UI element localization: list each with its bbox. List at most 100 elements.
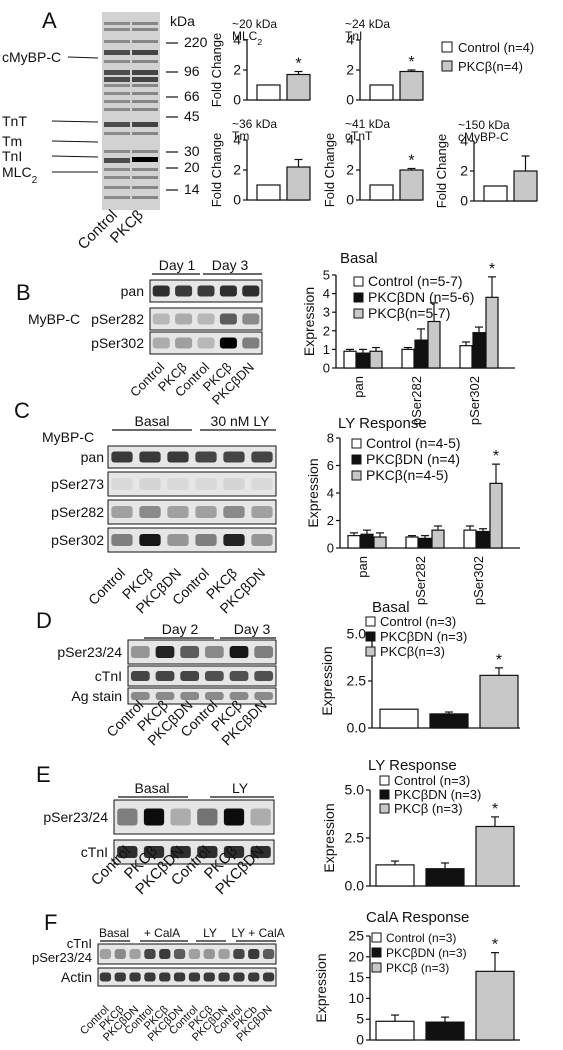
y-tick-label: 25 — [348, 928, 364, 944]
legend-swatch — [353, 308, 364, 319]
y-tick-label: 5.0 — [347, 626, 367, 642]
bar — [431, 529, 445, 549]
significance-star: * — [489, 261, 495, 278]
legend-swatch — [371, 932, 382, 943]
bar — [369, 350, 383, 369]
blot-band — [254, 646, 274, 658]
legend-label: Control (n=4) — [458, 40, 534, 55]
gel-band — [104, 122, 130, 127]
gel-band — [132, 122, 158, 127]
legend-swatch — [351, 438, 362, 449]
legend-swatch — [351, 454, 362, 465]
blot-band — [167, 534, 189, 546]
legend-label: PKCβDN (n=5-6) — [368, 289, 474, 305]
blot-band — [143, 808, 165, 826]
blot-band — [111, 451, 133, 463]
blot-band — [139, 451, 161, 463]
gel-band — [104, 84, 130, 87]
blot-band — [242, 313, 260, 325]
gel-marker-label: 220 — [184, 34, 208, 50]
y-tick-label: 2 — [346, 162, 354, 178]
gel-band — [104, 92, 130, 95]
legend-swatch — [353, 276, 364, 287]
blot-group-label: LY — [232, 780, 249, 796]
y-tick-label: 4 — [346, 132, 354, 148]
legend-label: PKCβ(n=4) — [458, 59, 523, 74]
y-axis-label: Expression — [321, 803, 337, 872]
bar — [483, 185, 508, 202]
y-tick-label: 0.0 — [347, 720, 367, 736]
bar — [360, 533, 374, 549]
blot-row-label: pSer23/24 — [43, 809, 108, 825]
blot-band — [175, 285, 193, 297]
blot-strip — [107, 445, 277, 469]
blot-band — [262, 949, 275, 959]
gel-band — [132, 50, 158, 55]
chart-subtitle: cMyBP-C — [458, 130, 509, 144]
blot-band — [111, 478, 133, 490]
bar — [475, 825, 515, 887]
gel-band — [104, 196, 130, 199]
blot-band — [223, 478, 245, 490]
y-tick-label: 8 — [327, 431, 334, 446]
gel-protein-label: TnI — [2, 148, 22, 164]
blot-band — [188, 949, 201, 959]
blot-band — [144, 949, 156, 959]
blot-row-label: pan — [81, 449, 104, 465]
blot-title: MyBP-C — [28, 311, 80, 327]
bar — [405, 536, 419, 549]
blot-band — [180, 671, 200, 681]
legend-label: PKCβDN (n=4) — [366, 451, 460, 467]
blot-band — [250, 846, 271, 858]
bar — [369, 84, 394, 101]
y-tick-label: 2 — [460, 163, 468, 179]
bar — [256, 84, 281, 101]
blot-row-label: Actin — [61, 969, 92, 985]
blot-row-label: pSer273 — [51, 476, 104, 492]
legend-label: Control (n=3) — [380, 614, 456, 629]
blot-strip — [149, 331, 263, 355]
gel-band — [104, 60, 130, 63]
bar — [356, 352, 370, 369]
blot-row-label: pSer282 — [91, 311, 144, 327]
blot-group-label: Day 2 — [162, 621, 199, 637]
gel-band — [104, 150, 130, 153]
legend-a: Control (n=4) PKCβ(n=4) — [441, 40, 534, 74]
blot-band — [242, 337, 260, 349]
gel-protein-label: TnT — [2, 113, 27, 129]
blot-band — [111, 506, 133, 518]
legend-swatch — [379, 789, 390, 800]
blot-row-label: pSer23/24 — [57, 644, 122, 660]
blot-band — [170, 846, 191, 858]
blot-band — [139, 506, 161, 518]
bar — [286, 73, 311, 101]
gel-marker-label: 30 — [184, 143, 200, 159]
blot-band — [175, 313, 193, 325]
blot-group-label: Day 1 — [159, 257, 196, 273]
y-tick-label: 0 — [460, 193, 468, 209]
chart-title: LY Response — [338, 415, 427, 432]
bar — [369, 184, 394, 201]
blot-band — [251, 478, 273, 490]
legend-swatch — [365, 631, 376, 642]
blot-strip — [97, 967, 277, 987]
legend-label: PKCβ(n=4-5) — [366, 467, 448, 483]
blot-band — [233, 949, 245, 959]
chart-title: Basal — [372, 599, 410, 616]
gel-protein-label: cMyBP-C — [2, 49, 61, 65]
gel-band — [132, 100, 158, 103]
blot-band — [195, 506, 217, 518]
blot-row-label: Ag stain — [71, 688, 122, 704]
bar — [347, 535, 361, 549]
panel-label-f: F — [44, 910, 57, 935]
blot-band — [218, 949, 230, 959]
blot-band — [180, 692, 200, 700]
significance-star: * — [492, 937, 498, 954]
blot-band — [130, 646, 150, 658]
significance-star: * — [496, 652, 502, 669]
y-tick-label: 2 — [233, 162, 241, 178]
y-tick-label: 20 — [348, 948, 364, 964]
